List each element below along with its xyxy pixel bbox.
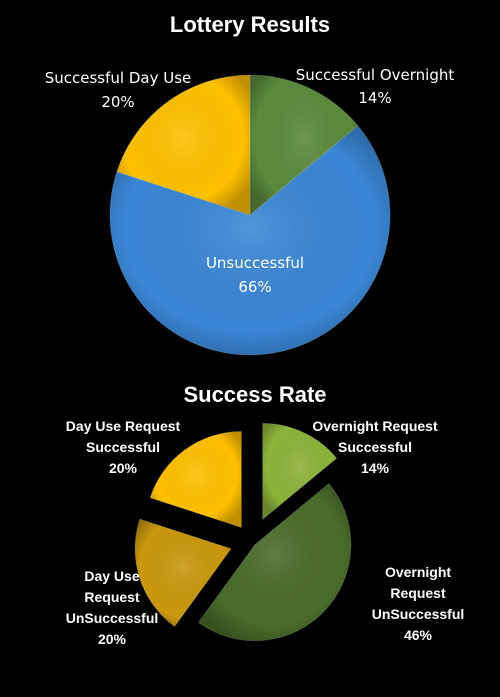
chart2-value-overnight-successful: 14% (361, 460, 390, 476)
chart2-label-overnight-successful-line2: Successful (338, 439, 412, 455)
chart1-value-unsuccessful: 66% (238, 278, 271, 296)
chart2-label-overnight-successful-line1: Overnight Request (312, 418, 438, 434)
chart2-label-dayuse-successful-line1: Day Use Request (66, 418, 181, 434)
chart2-title: Success Rate (183, 382, 326, 407)
chart1-pie (109, 74, 391, 356)
chart2-value-dayuse-successful: 20% (109, 460, 138, 476)
chart2-label-dayuse-unsuccessful-line3: UnSuccessful (66, 610, 159, 626)
chart2-value-overnight-unsuccessful: 46% (404, 627, 433, 643)
chart2-pie (134, 422, 352, 642)
chart2-slice-shade-1 (198, 483, 351, 641)
chart2-slice-shade-3 (150, 431, 242, 528)
chart2-label-dayuse-unsuccessful-line1: Day Use (84, 568, 139, 584)
chart1-label-dayuse: Successful Day Use (45, 69, 192, 87)
chart2-label-dayuse-unsuccessful-line2: Request (84, 589, 140, 605)
chart1-title: Lottery Results (170, 12, 330, 37)
chart1-slice-shade-2 (116, 75, 250, 215)
chart1-slice-shade-1 (109, 125, 390, 355)
chart1-label-overnight: Successful Overnight (296, 66, 455, 84)
chart2-label-overnight-unsuccessful-line3: UnSuccessful (372, 606, 465, 622)
chart2-slice-shade-0 (262, 423, 337, 520)
chart2-slice-shade-2 (135, 519, 232, 627)
chart2-label-dayuse-successful-line2: Successful (86, 439, 160, 455)
chart1-slice-shade-0 (250, 75, 358, 215)
chart1-value-dayuse: 20% (101, 93, 134, 111)
chart1-label-unsuccessful: Unsuccessful (206, 254, 304, 272)
chart2-value-dayuse-unsuccessful: 20% (98, 631, 127, 647)
chart2-label-overnight-unsuccessful-line2: Request (390, 585, 446, 601)
chart1-value-overnight: 14% (358, 89, 391, 107)
chart2-label-overnight-unsuccessful-line1: Overnight (385, 564, 451, 580)
